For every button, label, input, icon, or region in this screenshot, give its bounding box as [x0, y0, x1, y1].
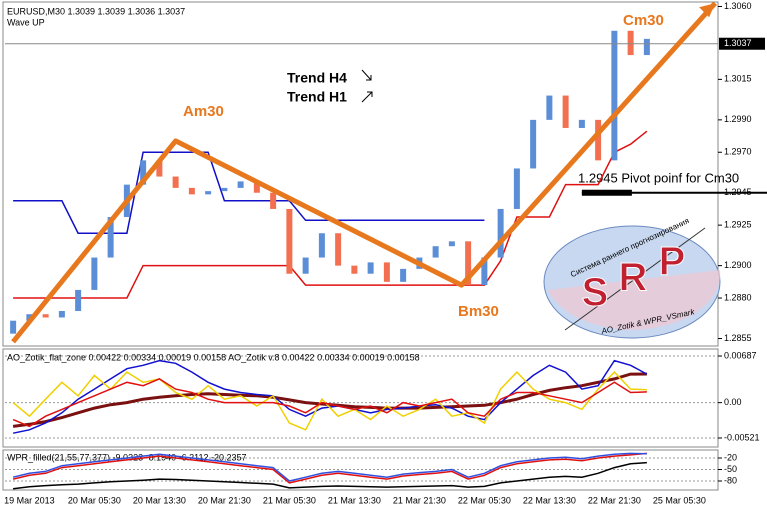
candle [286, 208, 293, 274]
annotation: Bm30 [458, 303, 499, 320]
y-tick-label: 1.2925 [724, 220, 752, 230]
candle [497, 208, 504, 258]
candle [107, 217, 114, 258]
x-tick-label: 20 Mar 13:30 [133, 495, 186, 505]
x-tick-label: 21 Mar 21:30 [393, 495, 446, 505]
candle [156, 160, 163, 177]
y-tick-label: 1.2990 [724, 114, 752, 124]
logo-arrow [564, 227, 706, 331]
y-tick-label: 0.00687 [724, 350, 757, 360]
y-tick-label: -20 [724, 452, 737, 462]
candle [270, 192, 277, 209]
candle [237, 181, 244, 188]
annotation: 1.2945 Pivot poinf for Cm30 [578, 170, 739, 185]
y-tick-label: -0.00521 [724, 432, 760, 442]
candle [513, 168, 520, 209]
series-line [13, 151, 485, 234]
candle [91, 257, 98, 290]
current-price-box [719, 37, 765, 50]
x-tick-label: 22 Mar 05:30 [458, 495, 511, 505]
logo-shade [548, 270, 721, 330]
candle [205, 191, 212, 195]
series-line [13, 461, 647, 490]
ao-title: AO_Zotik_flat_zone 0.00422 0.00334 0.000… [7, 352, 420, 362]
candle [611, 30, 618, 161]
candle [335, 233, 342, 266]
x-tick-label: 22 Mar 13:30 [523, 495, 576, 505]
candle [75, 289, 82, 311]
series-line [13, 130, 648, 299]
x-tick-label: 19 Mar 2013 [4, 495, 55, 505]
candle [318, 233, 325, 258]
trend-arrow [361, 91, 373, 103]
candle [627, 30, 634, 56]
candle [140, 160, 147, 185]
y-tick-label: -80 [724, 475, 737, 485]
y-tick-label: 1.2880 [724, 292, 752, 302]
chart-subtitle: Wave UP [7, 17, 45, 27]
candle [448, 241, 455, 247]
y-tick-label: 0.00 [724, 397, 742, 407]
candle [253, 181, 260, 193]
candle [465, 241, 472, 286]
current-price-label: 1.3037 [724, 38, 752, 48]
pivot-marker [581, 189, 632, 196]
candle [351, 265, 358, 274]
ao-panel [2, 348, 719, 448]
annotation: Trend H1 [287, 89, 347, 105]
candle [595, 119, 602, 161]
candle [643, 38, 650, 56]
y-tick-label: 1.3060 [724, 1, 752, 11]
annotation: Cm30 [623, 12, 664, 29]
y-tick-label: 1.2855 [724, 333, 752, 343]
logo-letter: P [659, 240, 686, 284]
candle [367, 262, 374, 274]
logo: Система раннего прогнозирования S R P AO… [543, 216, 721, 339]
candle [26, 314, 33, 321]
candle [383, 262, 390, 282]
annotation: Trend H4 [287, 70, 347, 86]
wave-line [11, 1, 717, 344]
candle [302, 257, 309, 274]
candle [530, 119, 537, 169]
y-tick-label: 1.3015 [724, 74, 752, 84]
chart-title: EURUSD,M30 1.3039 1.3039 1.3036 1.3037 [7, 6, 185, 16]
x-tick-label: 21 Mar 05:30 [263, 495, 316, 505]
series-line [12, 378, 647, 428]
candle [10, 320, 17, 334]
x-tick-label: 20 Mar 21:30 [198, 495, 251, 505]
x-tick-label: 25 Mar 05:30 [653, 495, 706, 505]
candle [188, 187, 195, 195]
candle [481, 257, 488, 286]
trend-arrow [361, 69, 372, 81]
candle [562, 95, 569, 128]
candle [221, 187, 228, 192]
x-tick-label: 20 Mar 05:30 [68, 495, 121, 505]
candle [42, 314, 49, 318]
x-tick-label: 21 Mar 13:30 [328, 495, 381, 505]
main-panel [2, 1, 719, 347]
candle [172, 176, 179, 188]
series-line [12, 452, 647, 484]
candle [578, 119, 585, 128]
candle [432, 246, 439, 258]
y-tick-label: 1.2900 [724, 260, 752, 270]
x-tick-label: 22 Mar 21:30 [588, 495, 641, 505]
candle [58, 310, 65, 318]
logo-letter: R [619, 256, 648, 300]
wave-arrowhead [699, 3, 716, 18]
candle [546, 95, 553, 120]
logo-letter: S [582, 271, 609, 315]
series-line [12, 452, 647, 482]
y-tick-label: 1.2970 [724, 147, 752, 157]
y-tick-label: -50 [724, 464, 737, 474]
annotation: Am30 [183, 103, 224, 120]
candle [400, 268, 407, 282]
